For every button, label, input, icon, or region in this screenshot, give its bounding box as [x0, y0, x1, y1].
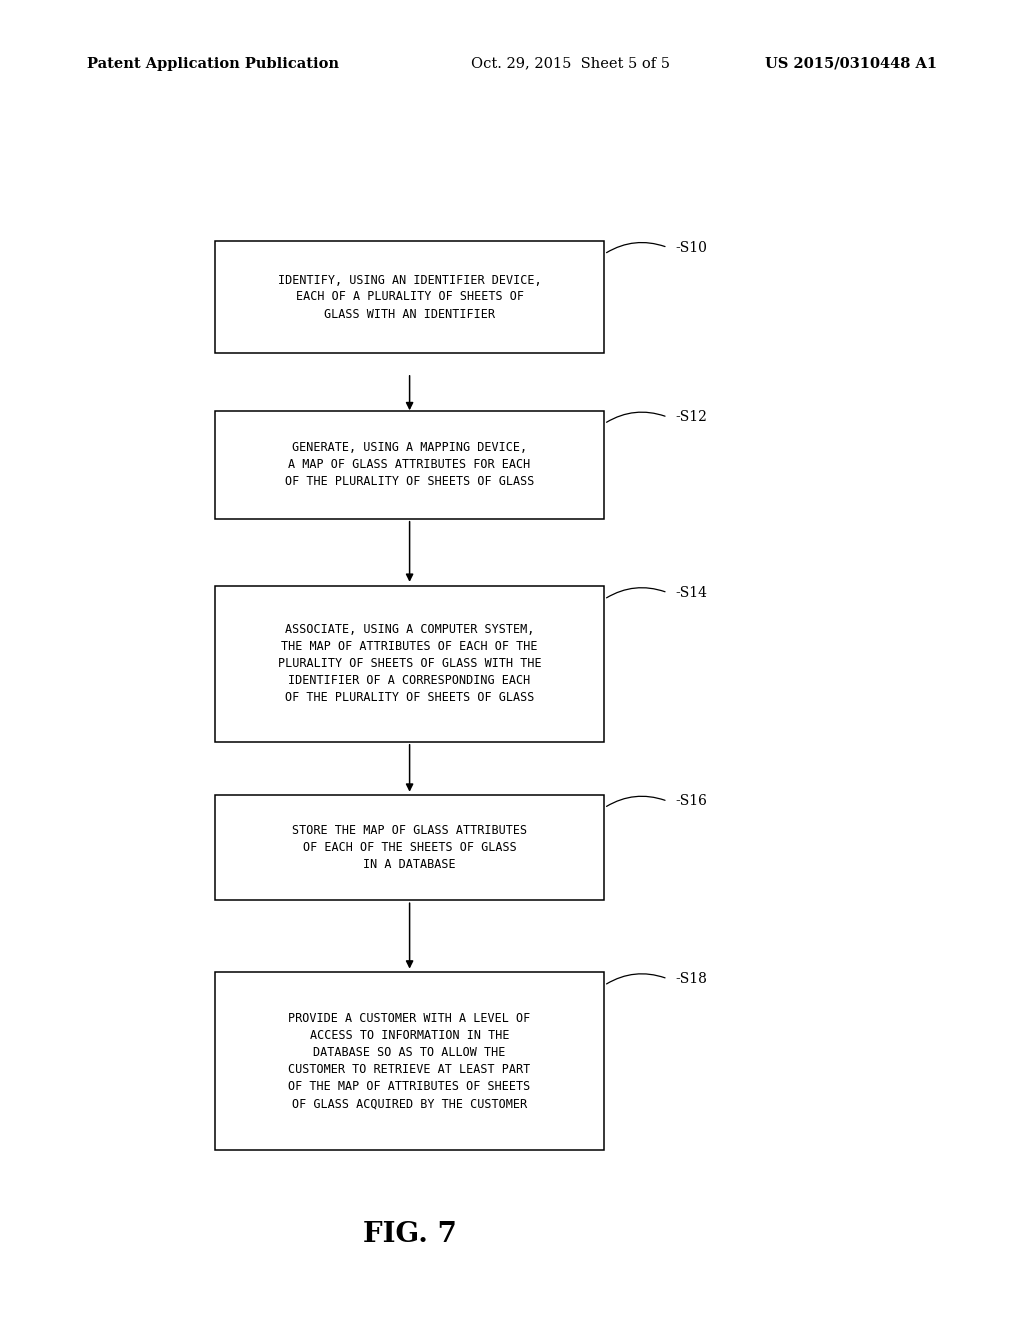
- Text: -S12: -S12: [676, 411, 708, 424]
- Text: US 2015/0310448 A1: US 2015/0310448 A1: [765, 57, 937, 71]
- FancyBboxPatch shape: [215, 242, 604, 352]
- FancyBboxPatch shape: [215, 586, 604, 742]
- Text: IDENTIFY, USING AN IDENTIFIER DEVICE,
EACH OF A PLURALITY OF SHEETS OF
GLASS WIT: IDENTIFY, USING AN IDENTIFIER DEVICE, EA…: [278, 273, 542, 321]
- Text: PROVIDE A CUSTOMER WITH A LEVEL OF
ACCESS TO INFORMATION IN THE
DATABASE SO AS T: PROVIDE A CUSTOMER WITH A LEVEL OF ACCES…: [289, 1012, 530, 1110]
- FancyBboxPatch shape: [215, 795, 604, 900]
- FancyBboxPatch shape: [215, 972, 604, 1150]
- Text: ASSOCIATE, USING A COMPUTER SYSTEM,
THE MAP OF ATTRIBUTES OF EACH OF THE
PLURALI: ASSOCIATE, USING A COMPUTER SYSTEM, THE …: [278, 623, 542, 705]
- Text: FIG. 7: FIG. 7: [362, 1221, 457, 1247]
- Text: -S18: -S18: [676, 972, 708, 986]
- Text: -S10: -S10: [676, 240, 708, 255]
- Text: -S14: -S14: [676, 586, 708, 599]
- Text: Patent Application Publication: Patent Application Publication: [87, 57, 339, 71]
- Text: -S16: -S16: [676, 795, 708, 808]
- Text: GENERATE, USING A MAPPING DEVICE,
A MAP OF GLASS ATTRIBUTES FOR EACH
OF THE PLUR: GENERATE, USING A MAPPING DEVICE, A MAP …: [285, 441, 535, 488]
- FancyBboxPatch shape: [215, 411, 604, 519]
- Text: Oct. 29, 2015  Sheet 5 of 5: Oct. 29, 2015 Sheet 5 of 5: [471, 57, 670, 71]
- Text: STORE THE MAP OF GLASS ATTRIBUTES
OF EACH OF THE SHEETS OF GLASS
IN A DATABASE: STORE THE MAP OF GLASS ATTRIBUTES OF EAC…: [292, 824, 527, 871]
